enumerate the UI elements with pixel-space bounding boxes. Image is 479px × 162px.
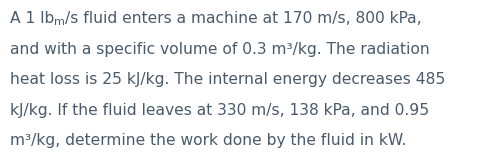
Text: and with a specific volume of 0.3 m³/kg. The radiation: and with a specific volume of 0.3 m³/kg.…: [10, 42, 430, 57]
Text: A 1 lb: A 1 lb: [10, 11, 54, 26]
Text: m: m: [54, 17, 65, 27]
Text: heat loss is 25 kJ/kg. The internal energy decreases 485: heat loss is 25 kJ/kg. The internal ener…: [10, 72, 445, 87]
Text: kJ/kg. If the fluid leaves at 330 m/s, 138 kPa, and 0.95: kJ/kg. If the fluid leaves at 330 m/s, 1…: [10, 103, 429, 118]
Text: /s fluid enters a machine at 170 m/s, 800 kPa,: /s fluid enters a machine at 170 m/s, 80…: [65, 11, 422, 26]
Text: m³/kg, determine the work done by the fluid in kW.: m³/kg, determine the work done by the fl…: [10, 133, 406, 148]
